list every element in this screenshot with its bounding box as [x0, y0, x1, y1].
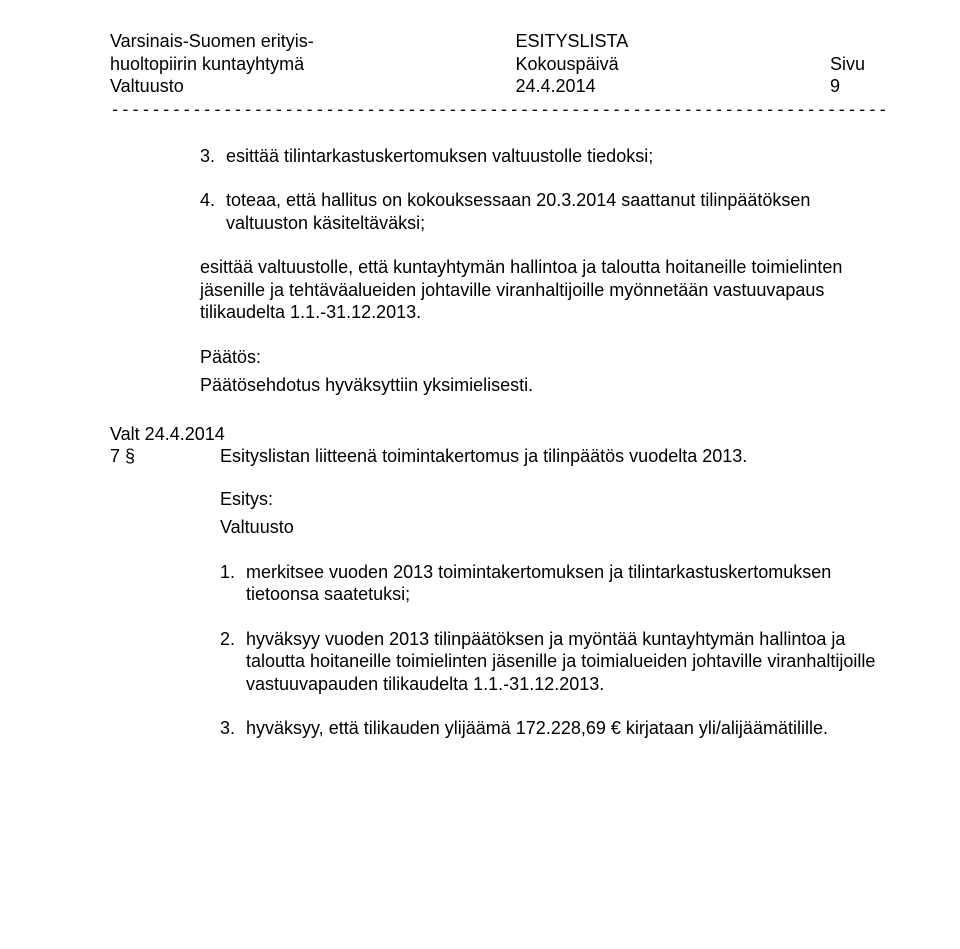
org-line-3: Valtuusto: [110, 75, 314, 98]
list-item: 2. hyväksyy vuoden 2013 tilinpäätöksen j…: [220, 628, 890, 696]
proposal-block: Esitys: Valtuusto: [220, 488, 890, 539]
paragraph: esittää valtuustolle, että kuntayhtymän …: [200, 256, 890, 324]
agenda-row: 7 § Esityslistan liitteenä toimintakerto…: [110, 445, 890, 468]
page-label: Sivu: [830, 53, 890, 76]
item-text: hyväksyy vuoden 2013 tilinpäätöksen ja m…: [246, 628, 890, 696]
agenda-text: Esityslistan liitteenä toimintakertomus …: [220, 445, 747, 468]
org-line-2: huoltopiirin kuntayhtymä: [110, 53, 314, 76]
top-numbered-list: 3. esittää tilintarkastuskertomuksen val…: [200, 145, 890, 397]
header-right: Sivu 9: [830, 30, 890, 98]
decision-label: Päätös:: [200, 346, 890, 369]
list-item: 3. hyväksyy, että tilikauden ylijäämä 17…: [220, 717, 890, 740]
divider-line: ----------------------------------------…: [110, 100, 890, 121]
meeting-date-label: Kokouspäivä: [516, 53, 629, 76]
list-item: 4. toteaa, että hallitus on kokouksessaa…: [200, 189, 890, 234]
list-item: 1. merkitsee vuoden 2013 toimintakertomu…: [220, 561, 890, 606]
agenda-number: 7 §: [110, 445, 220, 468]
page-header: Varsinais-Suomen erityis- huoltopiirin k…: [110, 30, 890, 98]
item-number: 2.: [220, 628, 246, 696]
item-text: hyväksyy, että tilikauden ylijäämä 172.2…: [246, 717, 828, 740]
item-number: 1.: [220, 561, 246, 606]
header-mid: ESITYSLISTA Kokouspäivä 24.4.2014: [516, 30, 629, 98]
page: Varsinais-Suomen erityis- huoltopiirin k…: [0, 0, 960, 949]
item-number: 3.: [220, 717, 246, 740]
bottom-numbered-list: 1. merkitsee vuoden 2013 toimintakertomu…: [220, 561, 890, 740]
header-blank: [830, 30, 890, 53]
item-number: 3.: [200, 145, 226, 168]
item-text: esittää tilintarkastuskertomuksen valtuu…: [226, 145, 653, 168]
doc-type: ESITYSLISTA: [516, 30, 629, 53]
header-left: Varsinais-Suomen erityis- huoltopiirin k…: [110, 30, 314, 98]
list-item: 3. esittää tilintarkastuskertomuksen val…: [200, 145, 890, 168]
meeting-date: 24.4.2014: [516, 75, 629, 98]
valt-date-line: Valt 24.4.2014: [110, 423, 890, 446]
decision-text: Päätösehdotus hyväksyttiin yksimielisest…: [200, 374, 890, 397]
page-number: 9: [830, 75, 890, 98]
item-number: 4.: [200, 189, 226, 234]
proposal-label: Esitys:: [220, 488, 890, 511]
valtuusto-label: Valtuusto: [220, 516, 890, 539]
org-line-1: Varsinais-Suomen erityis-: [110, 30, 314, 53]
item-text: merkitsee vuoden 2013 toimintakertomukse…: [246, 561, 890, 606]
item-text: toteaa, että hallitus on kokouksessaan 2…: [226, 189, 890, 234]
